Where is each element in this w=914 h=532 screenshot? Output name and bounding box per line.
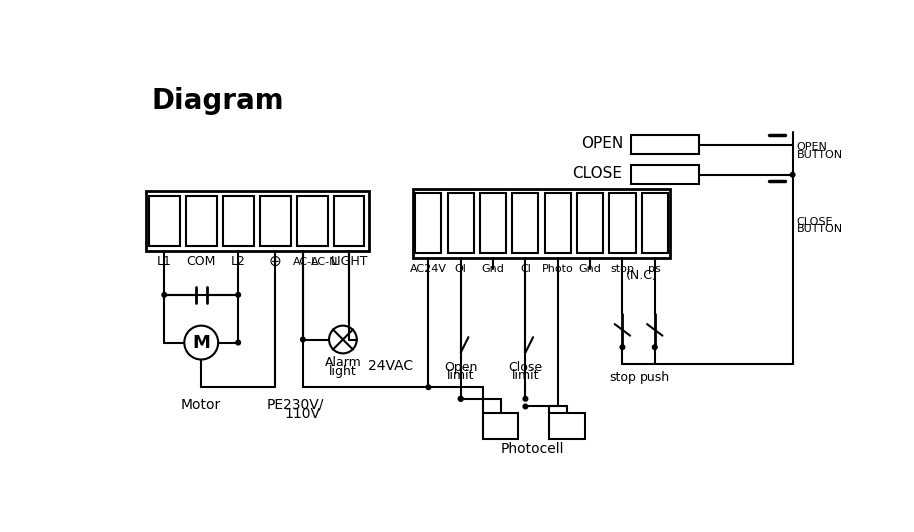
Circle shape xyxy=(791,172,795,177)
Bar xyxy=(484,413,518,439)
Text: limit: limit xyxy=(447,369,474,382)
Text: Gnd: Gnd xyxy=(579,264,601,273)
Bar xyxy=(631,136,698,154)
Text: light: light xyxy=(329,365,356,378)
Circle shape xyxy=(653,345,657,350)
Bar xyxy=(297,196,327,246)
Bar xyxy=(415,193,441,253)
Text: (N.C): (N.C) xyxy=(626,269,657,282)
Text: Close: Close xyxy=(508,361,543,373)
Text: 24VAC: 24VAC xyxy=(367,359,413,373)
Bar xyxy=(260,196,291,246)
Bar xyxy=(549,413,585,439)
Bar xyxy=(334,196,365,246)
Text: OPEN: OPEN xyxy=(796,142,827,152)
Bar xyxy=(631,165,698,184)
Text: AC24V: AC24V xyxy=(409,264,447,273)
Bar xyxy=(513,193,538,253)
Text: AC-L: AC-L xyxy=(293,257,319,267)
Circle shape xyxy=(162,293,166,297)
Bar xyxy=(223,196,253,246)
Text: BUTTON: BUTTON xyxy=(796,225,843,235)
Text: COM: COM xyxy=(186,255,216,268)
Text: OPEN: OPEN xyxy=(580,136,623,152)
Text: push: push xyxy=(640,371,670,385)
Bar xyxy=(610,193,635,253)
Bar xyxy=(149,196,180,246)
Text: PE: PE xyxy=(267,398,283,412)
Text: stop: stop xyxy=(609,371,636,385)
Bar xyxy=(448,193,473,253)
Circle shape xyxy=(185,326,218,360)
Circle shape xyxy=(236,293,240,297)
Text: CLOSE: CLOSE xyxy=(572,167,622,181)
Text: BUTTON: BUTTON xyxy=(796,149,843,160)
Circle shape xyxy=(329,326,356,353)
Circle shape xyxy=(620,345,625,350)
Text: stop: stop xyxy=(611,264,634,273)
Text: Ol: Ol xyxy=(455,264,467,273)
Text: L1: L1 xyxy=(157,255,172,268)
Circle shape xyxy=(523,396,527,401)
Text: Cl: Cl xyxy=(520,264,531,273)
Text: Photocell: Photocell xyxy=(501,442,564,456)
Bar xyxy=(186,196,217,246)
Text: LIGHT: LIGHT xyxy=(330,255,367,268)
Text: M: M xyxy=(192,334,210,352)
Text: AC-N: AC-N xyxy=(311,257,338,267)
Bar xyxy=(146,191,369,251)
Text: ps: ps xyxy=(648,264,661,273)
Circle shape xyxy=(523,404,527,409)
Text: CLOSE: CLOSE xyxy=(796,217,833,227)
Text: Photo: Photo xyxy=(542,264,574,273)
Text: Gnd: Gnd xyxy=(482,264,505,273)
Text: Diagram: Diagram xyxy=(151,87,284,115)
Circle shape xyxy=(459,396,463,401)
Text: Motor: Motor xyxy=(181,398,221,412)
Bar xyxy=(545,193,571,253)
Bar xyxy=(480,193,506,253)
Text: limit: limit xyxy=(512,369,539,382)
Text: Open: Open xyxy=(444,361,477,373)
Bar xyxy=(577,193,603,253)
Circle shape xyxy=(426,385,430,389)
Text: Alarm: Alarm xyxy=(324,356,361,369)
Text: 230V/: 230V/ xyxy=(282,398,323,412)
Circle shape xyxy=(301,337,305,342)
Circle shape xyxy=(236,340,240,345)
Text: L2: L2 xyxy=(230,255,246,268)
Bar xyxy=(642,193,668,253)
Circle shape xyxy=(459,396,463,401)
Text: 110V: 110V xyxy=(285,407,321,421)
Bar xyxy=(413,188,670,258)
Text: ⊕: ⊕ xyxy=(269,254,282,269)
